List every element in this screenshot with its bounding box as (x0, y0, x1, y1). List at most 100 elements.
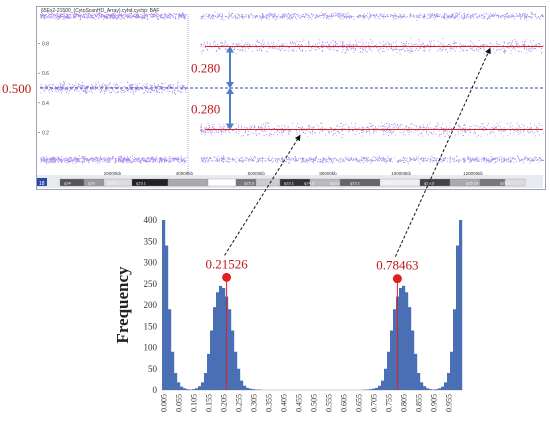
hist-bar (375, 387, 379, 391)
hist-bar (222, 288, 226, 390)
ideogram-band-label: q33 (88, 181, 95, 186)
hist-bar (252, 389, 256, 390)
histogram-axes: 0 50 100 150 200 250 300 350 400 0.005 0.055 0.105 0… (113, 215, 462, 412)
gap-arrow-head (226, 87, 234, 94)
gap-label: 0.280 (191, 102, 220, 117)
peak-marker-dot (222, 272, 232, 282)
hist-bar (369, 389, 373, 390)
ideogram-band (207, 178, 237, 187)
hist-x-tick-label: 0.555 (325, 394, 334, 412)
hist-bar (231, 330, 235, 390)
hist-bar (213, 307, 217, 391)
hist-bar (171, 351, 175, 390)
hist-y-tick-label: 50 (148, 364, 158, 374)
hist-bar (180, 386, 184, 390)
hist-bar (408, 307, 412, 391)
hist-y-tick-label: 150 (144, 321, 158, 331)
hist-bar (177, 382, 181, 390)
scan-x-tick-label: 80000kb (319, 171, 337, 176)
hist-bar (447, 373, 451, 390)
hist-bar (198, 386, 202, 390)
hist-bar (435, 389, 439, 390)
hist-bar (417, 373, 421, 390)
ideogram-band-label: q34 (64, 181, 71, 186)
hist-bar (240, 380, 244, 390)
hist-bar (372, 388, 376, 390)
ideogram-band-label: q32.1 (108, 181, 119, 186)
scan-x-tick-label: 40000kb (176, 171, 194, 176)
scan-point-cloud (40, 11, 187, 21)
hist-bar (210, 330, 214, 390)
scan-y-tick-label: 0.4 (42, 101, 49, 107)
hist-x-tick-label: 0.405 (280, 394, 289, 412)
hist-bar (438, 388, 442, 390)
ideogram-band-label: q23.1 (284, 181, 295, 186)
hist-bar (195, 388, 199, 390)
hist-bar (444, 382, 448, 390)
hist-y-tick-label: 0 (153, 385, 158, 395)
ideogram-band-label: q23.1 (136, 181, 147, 186)
hist-bar (405, 292, 409, 390)
ideogram-band-label: q23.1 (330, 181, 341, 186)
hist-bar (390, 330, 394, 390)
hist-x-tick-label: 0.455 (295, 394, 304, 412)
hist-y-axis-title: Frequency (113, 266, 132, 344)
gap-arrow-head (226, 46, 234, 53)
chromosome-label: 18 (39, 181, 45, 187)
hist-bar (201, 382, 205, 390)
hist-y-tick-label: 250 (144, 279, 158, 289)
hist-x-tick-label: 0.955 (445, 394, 454, 412)
scan-x-tick-label: 20000kb (104, 171, 122, 176)
ideogram-band-label: q25.3 (500, 181, 511, 186)
hist-x-tick-label: 0.805 (400, 394, 409, 412)
hist-y-tick-label: 100 (144, 343, 158, 353)
scan-title: 65Ex2-21500_(CytoScanHD_Array).cyhd.cych… (41, 8, 160, 14)
hist-bar (381, 380, 385, 390)
scan-y-tick-label: 0.2 (42, 130, 49, 136)
ideogram-band (167, 178, 209, 187)
histogram-peaks: 0.21526 0.78463 (205, 256, 419, 390)
hist-bar (228, 309, 232, 390)
hist-y-tick-label: 200 (144, 300, 158, 310)
hist-bar (207, 353, 211, 391)
hist-bar (219, 285, 223, 390)
hist-bar (204, 373, 208, 390)
hist-bar (246, 387, 250, 391)
ideogram-band-label: q24.3 (424, 181, 435, 186)
scan-annotations: 0.500 0.280 0.280 (2, 46, 234, 130)
hist-x-tick-label: 0.255 (235, 394, 244, 412)
hist-x-tick-label: 0.105 (190, 394, 199, 412)
scan-y-ticks: 0.8 0.6 0.4 0.2 (38, 14, 189, 174)
hist-x-tick-label: 0.505 (310, 394, 319, 412)
ideogram-band-label: q24.3 (304, 181, 315, 186)
frequency-histogram: 0 50 100 150 200 250 300 350 400 0.005 0.055 0.105 0… (113, 215, 463, 412)
hist-bar (420, 382, 424, 390)
hist-bar (384, 368, 388, 390)
scan-point-cloud (200, 155, 544, 165)
histogram-bars (162, 220, 463, 391)
ideogram-band (255, 178, 281, 187)
hist-bar (429, 389, 433, 390)
hist-bar (399, 288, 403, 390)
hist-bar (243, 385, 247, 390)
hist-bar (387, 351, 391, 390)
ideogram-band (504, 178, 526, 187)
gap-arrow-head (226, 123, 234, 130)
hist-bar (249, 388, 253, 390)
ideogram-band-label: q25.13 (466, 181, 479, 186)
hist-x-tick-label: 0.605 (340, 394, 349, 412)
hist-bar (411, 330, 415, 390)
peak-label: 0.78463 (376, 258, 418, 273)
hist-x-tick-label: 0.755 (385, 394, 394, 412)
hist-bar (450, 351, 454, 390)
gap-label: 0.280 (191, 60, 220, 75)
ideogram-band-label: q25.3 (244, 181, 255, 186)
ideogram-band-label: q24.1 (384, 181, 395, 186)
hist-x-tick-label: 0.305 (250, 394, 259, 412)
hist-bar (234, 351, 238, 390)
scan-x-tick-label: 120000kb (463, 171, 483, 176)
hist-x-tick-label: 0.355 (265, 394, 274, 412)
hist-x-tick-label: 0.905 (430, 394, 439, 412)
ideogram-band-label: q23.1 (350, 181, 361, 186)
hist-x-tick-label: 0.005 (160, 394, 169, 412)
